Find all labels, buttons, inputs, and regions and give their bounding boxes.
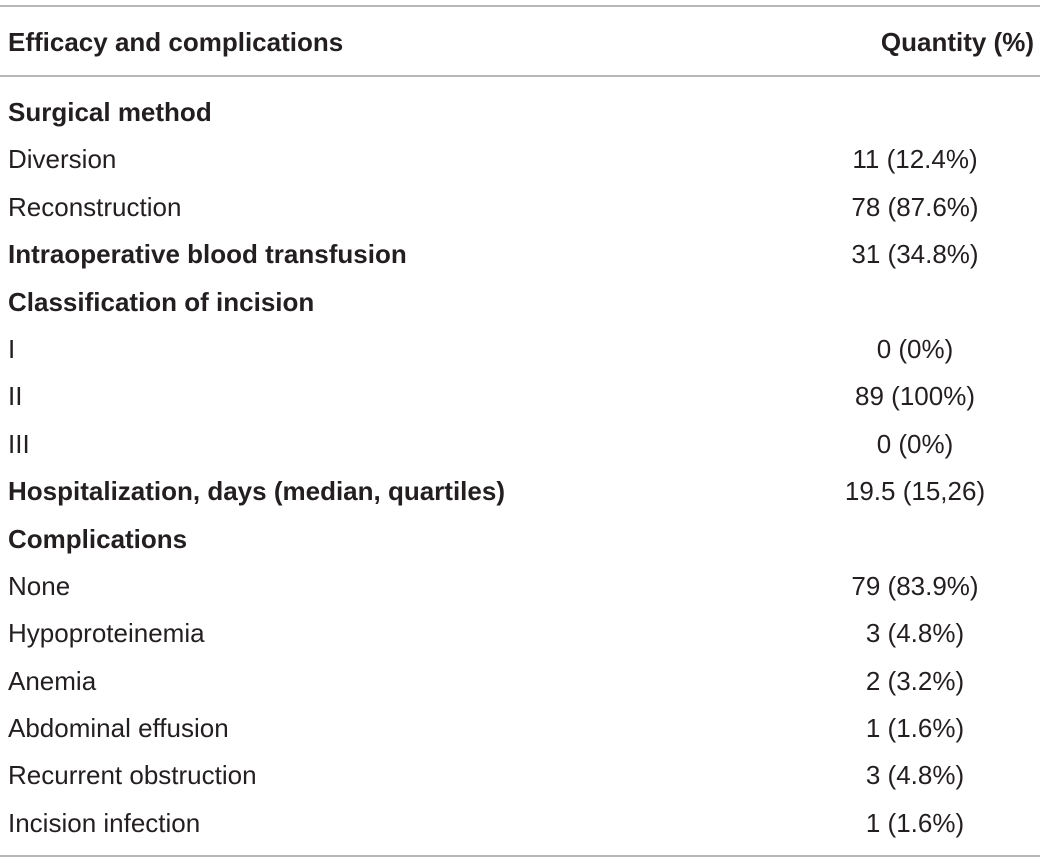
row-label: I [8, 333, 16, 364]
row-label: Complications [8, 523, 188, 554]
table-row: Complications [0, 516, 1040, 563]
row-value: 11 (12.4%) [852, 144, 978, 175]
row-label: Incision infection [8, 807, 201, 838]
table-row: Intraoperative blood transfusion 31 (34.… [0, 231, 1040, 278]
row-value: 89 (100%) [855, 381, 975, 412]
table-row: None 79 (83.9%) [0, 563, 1040, 610]
row-label: Hypoproteinemia [8, 618, 205, 649]
row-value: 3 (4.8%) [865, 618, 965, 649]
row-label: Surgical method [8, 97, 212, 127]
table-row: Classification of incision [0, 279, 1040, 326]
row-value: 3 (4.8%) [865, 760, 965, 791]
row-label: None [8, 570, 71, 601]
table-row: II 89 (100%) [0, 373, 1040, 420]
row-label: Classification of incision [8, 286, 315, 317]
table-row: Incision infection 1 (1.6%) [0, 800, 1040, 847]
row-label: Intraoperative blood transfusion [8, 239, 407, 270]
row-value: 1 (1.6%) [865, 713, 965, 744]
row-label: Diversion [8, 144, 117, 175]
table-row: Abdominal effusion 1 (1.6%) [0, 705, 1040, 752]
row-value: 1 (1.6%) [865, 807, 965, 838]
row-value: 79 (83.9%) [851, 570, 979, 601]
row-label: Reconstruction [8, 191, 182, 222]
row-label: III [8, 428, 30, 459]
table-top-rule [0, 5, 1040, 7]
table-row: Hypoproteinemia 3 (4.8%) [0, 610, 1040, 657]
row-label: II [8, 381, 23, 412]
row-label: Abdominal effusion [8, 713, 229, 744]
row-label: Recurrent obstruction [8, 760, 257, 791]
table-row: Reconstruction 78 (87.6%) [0, 184, 1040, 231]
table-row: Anemia 2 (3.2%) [0, 658, 1040, 705]
table-row: I 0 (0%) [0, 326, 1040, 373]
row-value: 0 (0%) [876, 428, 954, 459]
row-value: 31 (34.8%) [851, 239, 979, 270]
table-header-rule [0, 75, 1040, 77]
row-label: Anemia [8, 665, 97, 696]
table-row: Diversion 11 (12.4%) [0, 136, 1040, 183]
table-row: III 0 (0%) [0, 421, 1040, 468]
table-header-row: Efficacy and complications Quantity (%) [0, 6, 1040, 75]
row-value: 2 (3.2%) [865, 665, 965, 696]
row-value: 78 (87.6%) [851, 191, 979, 222]
row-label: Hospitalization, days (median, quartiles… [8, 476, 505, 507]
row-value: 0 (0%) [876, 333, 954, 364]
row-value: 19.5 (15,26) [844, 476, 986, 507]
table-row: Hospitalization, days (median, quartiles… [0, 468, 1040, 515]
column-header-quantity: Quantity (%) [880, 27, 1034, 57]
table-row: Surgical method [0, 89, 1040, 136]
column-header-efficacy: Efficacy and complications [8, 27, 344, 57]
table-bottom-rule [0, 855, 1040, 857]
table-body: Surgical method Diversion 11 (12.4%) Rec… [0, 89, 1040, 847]
table-row: Recurrent obstruction 3 (4.8%) [0, 752, 1040, 799]
